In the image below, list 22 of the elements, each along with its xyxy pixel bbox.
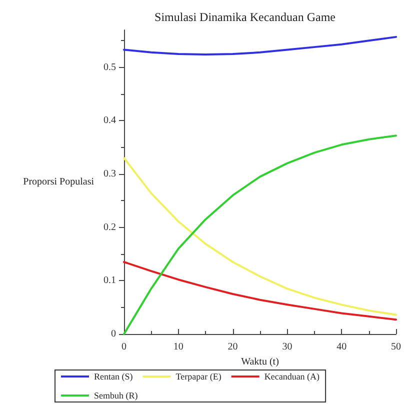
y-axis-title: Proporsi Populasi — [23, 176, 94, 188]
y-tick-label: 0 — [111, 328, 116, 340]
y-tick-label: 0.3 — [104, 168, 116, 180]
x-axis-title: Waktu (t) — [241, 356, 279, 368]
line-series — [123, 157, 397, 316]
legend-label: Terpapar (E) — [176, 372, 222, 382]
x-tick-label: 30 — [282, 342, 292, 352]
chart-title: Simulasi Dinamika Kecanduan Game — [154, 10, 336, 24]
legend-label: Kecanduan (A) — [264, 372, 320, 382]
line-series — [123, 36, 397, 56]
x-tick-label: 50 — [391, 342, 401, 352]
y-tick-label: 0.5 — [104, 62, 116, 73]
legend-label: Sembuh (R) — [94, 390, 138, 400]
x-tick-label: 40 — [336, 342, 347, 352]
x-tick-label: 0 — [122, 342, 126, 352]
legend-label: Rentan (S) — [94, 372, 133, 382]
y-tick-label: 0.4 — [104, 115, 116, 126]
line-series — [123, 261, 397, 321]
x-tick-label: 20 — [228, 342, 238, 352]
x-tick-label: 10 — [173, 342, 184, 352]
y-tick-label: 0.2 — [104, 222, 116, 233]
y-tick-label: 0.1 — [104, 275, 116, 286]
